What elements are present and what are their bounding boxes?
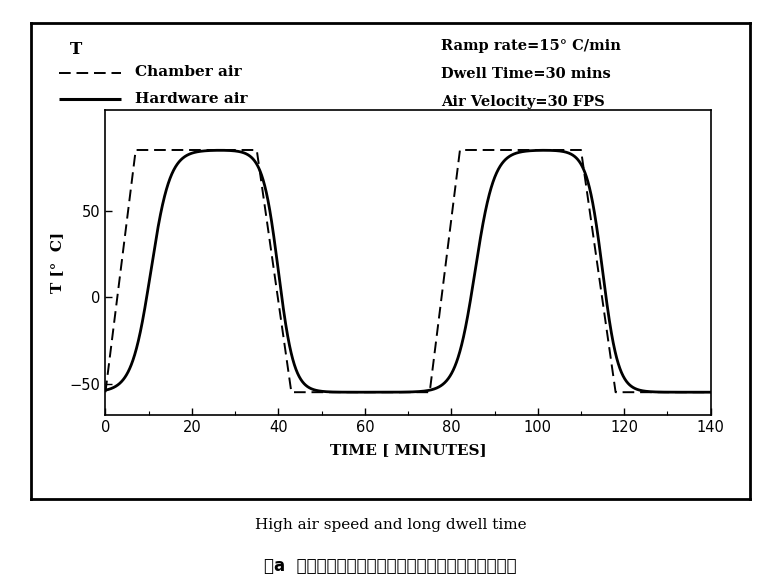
Text: Air Velocity=30 FPS: Air Velocity=30 FPS — [441, 95, 605, 109]
Text: High air speed and long dwell time: High air speed and long dwell time — [255, 518, 526, 532]
Y-axis label: T [°  C]: T [° C] — [50, 232, 64, 293]
Text: T: T — [70, 41, 83, 58]
Text: Dwell Time=30 mins: Dwell Time=30 mins — [441, 67, 611, 81]
Text: Hardware air: Hardware air — [135, 92, 248, 106]
X-axis label: TIME [ MINUTES]: TIME [ MINUTES] — [330, 443, 487, 457]
Text: Ramp rate=15° C/min: Ramp rate=15° C/min — [441, 39, 621, 53]
Text: Chamber air: Chamber air — [135, 66, 242, 79]
Text: 图a  产品温度变化与筱体内空气温度变化的实际曲线。: 图a 产品温度变化与筱体内空气温度变化的实际曲线。 — [264, 556, 517, 575]
